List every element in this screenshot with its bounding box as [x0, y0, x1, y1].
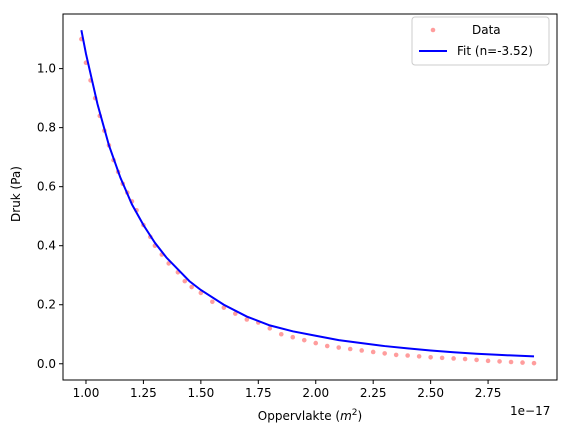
- data-point: [233, 311, 238, 316]
- x-tick-label: 1.00: [73, 386, 100, 400]
- data-point: [531, 360, 537, 366]
- data-point: [428, 354, 433, 360]
- y-axis-label: Druk (Pa): [9, 166, 23, 222]
- x-axis-label: Oppervlakte (m2): [258, 408, 362, 423]
- data-point: [324, 343, 330, 349]
- x-tick-label: 1.25: [130, 386, 157, 400]
- data-point: [313, 340, 319, 346]
- data-point: [439, 355, 445, 361]
- x-offset-text: 1e−17: [510, 404, 550, 418]
- data-point: [474, 357, 479, 363]
- data-point: [210, 299, 215, 305]
- data-point: [520, 360, 525, 365]
- plot-frame: [62, 13, 558, 381]
- data-point: [267, 326, 273, 331]
- y-tick-label: 0.8: [37, 121, 56, 135]
- x-tick-label: 2.50: [417, 386, 444, 400]
- y-tick-label: 0.4: [37, 239, 56, 253]
- y-tick-label: 0.2: [37, 298, 56, 312]
- data-point: [189, 284, 194, 290]
- x-tick-label: 1.75: [245, 386, 272, 400]
- y-tick-label: 0.6: [37, 180, 56, 194]
- x-axis-label-exp: 2: [352, 408, 358, 418]
- legend-box: [411, 16, 550, 66]
- data-point: [290, 334, 296, 340]
- ticks-layer: 1.00 1.25 1.50 1.75 2.00 2.25 2.50 2.75 0.0 0.2 0.…: [37, 62, 502, 400]
- data-point: [485, 358, 491, 364]
- data-point: [347, 346, 353, 352]
- x-tick-label: 2.75: [475, 386, 502, 400]
- x-tick-label: 2.00: [302, 386, 329, 400]
- legend-label-fit: Fit (n=-3.52): [457, 44, 533, 58]
- y-tick-label: 1.0: [37, 62, 56, 76]
- legend-label-data: Data: [472, 23, 501, 37]
- data-point: [497, 359, 502, 364]
- fit-line: [80, 30, 535, 358]
- data-point: [278, 331, 284, 337]
- data-point: [405, 353, 410, 358]
- legend: Data Fit (n=-3.52): [411, 16, 550, 66]
- data-point: [393, 352, 399, 358]
- data-point: [301, 337, 307, 343]
- data-point: [462, 356, 468, 362]
- legend-marker-data: [430, 27, 436, 33]
- data-point: [416, 354, 422, 359]
- data-point: [244, 317, 250, 322]
- data-point: [336, 345, 342, 350]
- data-point: [508, 359, 514, 365]
- data-point: [359, 348, 364, 353]
- data-point: [451, 356, 456, 361]
- x-axis-label-unit: m: [340, 409, 352, 423]
- data-point: [182, 278, 188, 284]
- data-point: [370, 349, 376, 355]
- data-point: [221, 305, 227, 310]
- data-point: [382, 351, 387, 356]
- plot-layer: [79, 30, 537, 366]
- x-tick-label: 2.25: [360, 386, 387, 400]
- x-axis-label-main: Oppervlakte (: [258, 409, 340, 423]
- x-tick-label: 1.50: [188, 386, 215, 400]
- y-tick-label: 0.0: [37, 357, 56, 371]
- x-axis-label-close: ): [358, 409, 363, 423]
